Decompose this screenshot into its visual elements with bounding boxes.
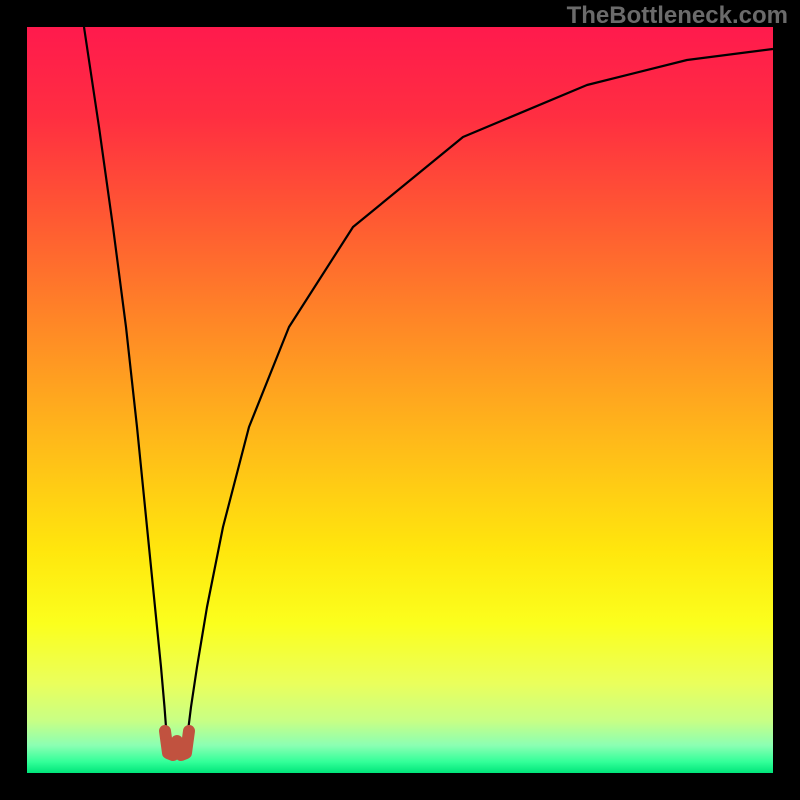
plot-area bbox=[27, 27, 773, 773]
gradient-plot-svg bbox=[27, 27, 773, 773]
gradient-background bbox=[27, 27, 773, 773]
chart-container: TheBottleneck.com bbox=[0, 0, 800, 800]
watermark-text: TheBottleneck.com bbox=[567, 2, 788, 30]
